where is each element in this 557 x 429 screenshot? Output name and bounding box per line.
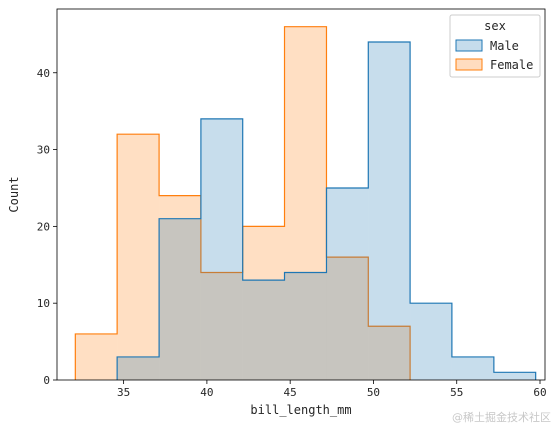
bar-female-2 (159, 195, 201, 380)
x-tick-label-55: 55 (450, 386, 463, 399)
bar-female-3 (200, 272, 243, 380)
legend-label-female: Female (490, 58, 533, 72)
plot-frame (56, 8, 546, 381)
axes (56, 8, 546, 381)
legend-title: sex (484, 19, 506, 33)
bar-male-10 (493, 372, 536, 380)
bar-male-2 (159, 218, 201, 380)
bar-male-5 (284, 272, 327, 380)
x-tick-label-40: 40 (200, 386, 213, 399)
bar-female-7 (368, 326, 411, 380)
legend-label-male: Male (490, 39, 519, 53)
legend: sex Male Female (449, 14, 541, 78)
male-bars (116, 41, 537, 380)
x-tick-label-45: 45 (284, 386, 297, 399)
bar-female-1 (117, 134, 160, 380)
x-tick-label-60: 60 (533, 386, 546, 399)
watermark: @稀土掘金技术社区 (452, 411, 551, 424)
y-tick-label-10: 10 (37, 297, 50, 310)
bar-male-6 (326, 187, 369, 380)
y-tick-label-0: 0 (43, 374, 50, 387)
bar-male-9 (451, 356, 494, 380)
legend-swatch-female (455, 58, 483, 71)
bar-female-6 (326, 257, 369, 380)
x-axis-label: bill_length_mm (250, 403, 351, 417)
bar-female-5 (284, 26, 327, 381)
bar-male-4 (242, 280, 285, 380)
bar-female-0 (75, 333, 118, 380)
outline-male (116, 41, 537, 380)
bar-male-7 (368, 42, 411, 380)
x-tick-label-35: 35 (117, 386, 130, 399)
bar-male-8 (410, 303, 452, 380)
bar-female-4 (242, 226, 285, 380)
bar-male-1 (117, 356, 160, 380)
y-tick-label-30: 30 (37, 144, 50, 157)
y-tick-label-20: 20 (37, 220, 50, 233)
y-tick-label-40: 40 (37, 67, 50, 80)
legend-swatch-male (455, 39, 483, 52)
bar-male-3 (200, 118, 243, 380)
x-tick-label-50: 50 (367, 386, 380, 399)
ticks: 35 40 45 50 55 60 0 10 20 30 40 (37, 67, 547, 399)
y-axis-label: Count (7, 176, 21, 212)
